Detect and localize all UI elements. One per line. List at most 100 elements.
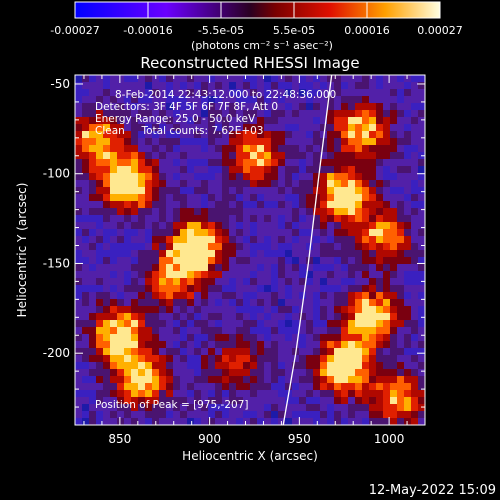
- heatmap-cell: [103, 369, 110, 376]
- heatmap-cell: [320, 75, 327, 82]
- heatmap-cell: [124, 96, 131, 103]
- heatmap-cell: [278, 313, 285, 320]
- heatmap-cell: [369, 166, 376, 173]
- heatmap-cell: [250, 208, 257, 215]
- heatmap-cell: [194, 257, 201, 264]
- heatmap-cell: [362, 103, 369, 110]
- heatmap-cell: [299, 103, 306, 110]
- heatmap-cell: [159, 124, 166, 131]
- heatmap-cell: [180, 285, 187, 292]
- heatmap-cell: [152, 362, 159, 369]
- heatmap-cell: [194, 89, 201, 96]
- heatmap-cell: [264, 215, 271, 222]
- heatmap-cell: [313, 229, 320, 236]
- heatmap-cell: [124, 187, 131, 194]
- heatmap-cell: [138, 348, 145, 355]
- heatmap-cell: [229, 278, 236, 285]
- heatmap-cell: [299, 124, 306, 131]
- heatmap-cell: [383, 418, 390, 425]
- heatmap-cell: [138, 397, 145, 404]
- heatmap-cell: [313, 117, 320, 124]
- heatmap-cell: [117, 278, 124, 285]
- heatmap-cell: [355, 257, 362, 264]
- heatmap-cell: [306, 320, 313, 327]
- heatmap-cell: [264, 152, 271, 159]
- heatmap-cell: [236, 96, 243, 103]
- heatmap-cell: [110, 348, 117, 355]
- heatmap-cell: [208, 110, 215, 117]
- heatmap-cell: [124, 320, 131, 327]
- heatmap-cell: [250, 299, 257, 306]
- heatmap-cell: [145, 355, 152, 362]
- heatmap-cell: [271, 243, 278, 250]
- heatmap-cell: [89, 180, 96, 187]
- heatmap-cell: [390, 418, 397, 425]
- heatmap-cell: [194, 215, 201, 222]
- heatmap-cell: [201, 243, 208, 250]
- heatmap-cell: [89, 341, 96, 348]
- heatmap-cell: [96, 222, 103, 229]
- heatmap-cell: [418, 159, 425, 166]
- heatmap-cell: [180, 96, 187, 103]
- heatmap-cell: [418, 348, 425, 355]
- heatmap-cell: [383, 243, 390, 250]
- heatmap-cell: [348, 397, 355, 404]
- heatmap-cell: [201, 229, 208, 236]
- heatmap-cell: [369, 306, 376, 313]
- heatmap-cell: [292, 418, 299, 425]
- heatmap-cell: [243, 376, 250, 383]
- heatmap-cell: [131, 96, 138, 103]
- heatmap-cell: [96, 236, 103, 243]
- heatmap-cell: [250, 110, 257, 117]
- heatmap-cell: [278, 383, 285, 390]
- heatmap-cell: [124, 397, 131, 404]
- heatmap-cell: [257, 124, 264, 131]
- heatmap-cell: [320, 411, 327, 418]
- heatmap-cell: [145, 201, 152, 208]
- heatmap-cell: [208, 222, 215, 229]
- heatmap-cell: [166, 327, 173, 334]
- heatmap-cell: [411, 75, 418, 82]
- heatmap-cell: [194, 124, 201, 131]
- heatmap-cell: [334, 110, 341, 117]
- heatmap-cell: [383, 229, 390, 236]
- heatmap-cell: [369, 96, 376, 103]
- heatmap-cell: [390, 152, 397, 159]
- heatmap-cell: [327, 376, 334, 383]
- heatmap-cell: [124, 278, 131, 285]
- heatmap-cell: [75, 208, 82, 215]
- heatmap-cell: [404, 390, 411, 397]
- heatmap-cell: [341, 82, 348, 89]
- heatmap-cell: [320, 397, 327, 404]
- heatmap-cell: [110, 369, 117, 376]
- heatmap-cell: [159, 110, 166, 117]
- heatmap-cell: [82, 131, 89, 138]
- heatmap-cell: [306, 75, 313, 82]
- heatmap-cell: [131, 180, 138, 187]
- heatmap-cell: [117, 215, 124, 222]
- heatmap-cell: [320, 383, 327, 390]
- heatmap-cell: [229, 124, 236, 131]
- heatmap-cell: [236, 397, 243, 404]
- heatmap-cell: [348, 369, 355, 376]
- heatmap-cell: [411, 362, 418, 369]
- heatmap-cell: [285, 243, 292, 250]
- heatmap-cell: [334, 390, 341, 397]
- heatmap-cell: [404, 383, 411, 390]
- heatmap-cell: [131, 285, 138, 292]
- heatmap-cell: [173, 187, 180, 194]
- heatmap-cell: [166, 187, 173, 194]
- heatmap-cell: [103, 362, 110, 369]
- colorbar-tick-label: 0.00027: [417, 24, 463, 37]
- heatmap-cell: [383, 124, 390, 131]
- heatmap-cell: [96, 138, 103, 145]
- heatmap-cell: [166, 397, 173, 404]
- heatmap-cell: [187, 341, 194, 348]
- heatmap-cell: [208, 327, 215, 334]
- heatmap-cell: [208, 299, 215, 306]
- heatmap-cell: [166, 89, 173, 96]
- heatmap-cell: [418, 110, 425, 117]
- heatmap-cell: [334, 355, 341, 362]
- heatmap-cell: [250, 313, 257, 320]
- heatmap-cell: [110, 411, 117, 418]
